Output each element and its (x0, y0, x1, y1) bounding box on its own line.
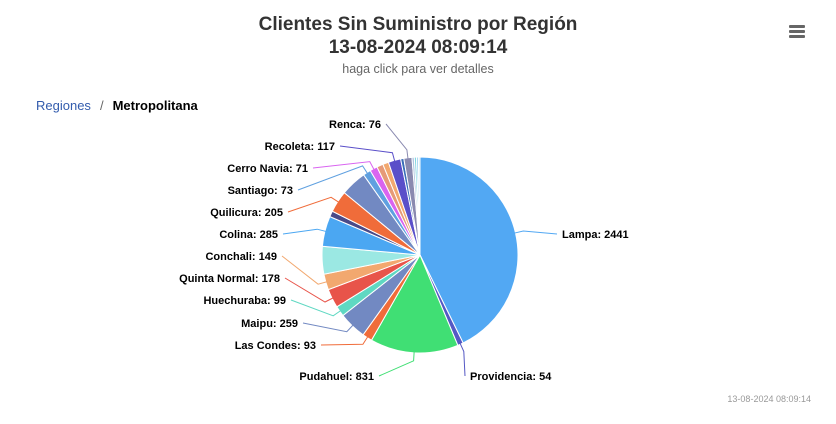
data-label: Providencia: 54 (470, 371, 552, 383)
connector-line (290, 299, 342, 317)
data-label: Huechuraba: 99 (203, 295, 286, 307)
chart-title: Clientes Sin Suministro por Región (258, 14, 578, 35)
breadcrumb-separator: / (99, 98, 104, 113)
connector-line (281, 255, 328, 285)
data-label: Colina: 285 (219, 229, 278, 241)
data-label: Quinta Normal: 178 (179, 273, 280, 285)
connector-line (302, 322, 355, 333)
connector-line (287, 196, 340, 213)
data-label: Conchali: 149 (205, 251, 277, 263)
chart-subtitle: haga click para ver detalles (342, 62, 494, 76)
data-label: Quilicura: 205 (210, 207, 283, 219)
data-label: Santiago: 73 (228, 185, 293, 197)
data-label: Cerro Navia: 71 (227, 163, 308, 175)
hamburger-menu-icon[interactable] (786, 22, 808, 42)
data-label: Recoleta: 117 (265, 141, 335, 153)
breadcrumb: Regiones / Metropolitana (36, 98, 198, 113)
breadcrumb-current: Metropolitana (112, 98, 198, 113)
data-label: Maipu: 259 (241, 318, 298, 330)
connector-line (284, 277, 335, 303)
data-label: Las Condes: 93 (235, 340, 316, 352)
connector-line (320, 335, 369, 346)
pie-slice-23[interactable] (417, 156, 421, 256)
connector-line (297, 165, 369, 191)
connector-line (312, 161, 375, 171)
connector-line (339, 145, 396, 163)
data-label: Renca: 76 (329, 119, 381, 131)
connector-line (378, 350, 415, 377)
connector-line (282, 228, 328, 235)
connector-line (385, 123, 409, 160)
breadcrumb-regiones-link[interactable]: Regiones (36, 98, 91, 113)
connector-line (459, 342, 466, 377)
chart-credit-timestamp: 13-08-2024 08:09:14 (727, 394, 811, 404)
chart-title-timestamp: 13-08-2024 08:09:14 (328, 37, 508, 58)
data-label: Lampa: 2441 (562, 229, 629, 241)
connector-line (513, 230, 558, 235)
data-label: Pudahuel: 831 (299, 371, 374, 383)
